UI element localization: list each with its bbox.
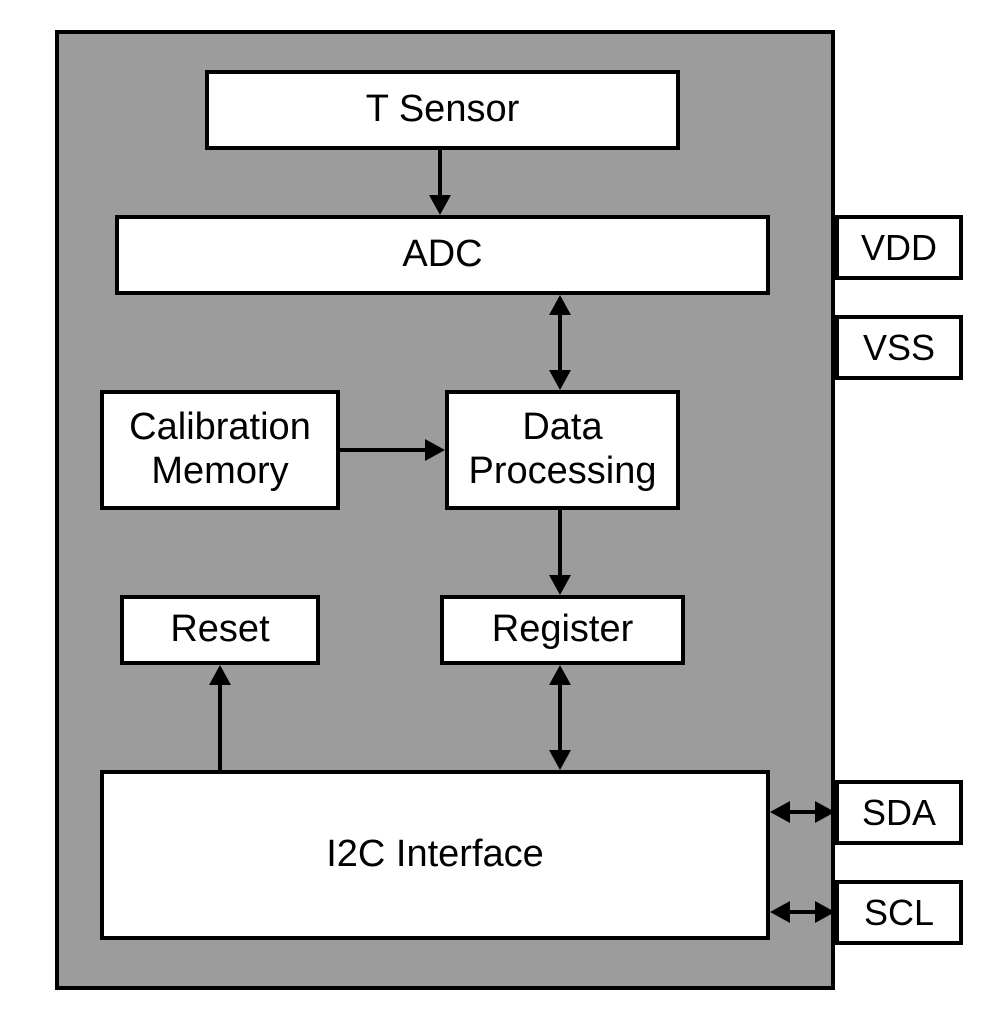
diagram-canvas: T Sensor ADC Calibration Memory Data Pro… [0,0,986,1024]
arrows-layer [0,0,986,1024]
